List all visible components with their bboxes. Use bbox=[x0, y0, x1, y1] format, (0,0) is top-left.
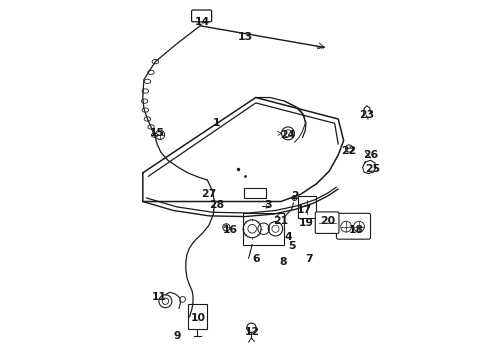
Text: 21: 21 bbox=[273, 216, 289, 226]
FancyBboxPatch shape bbox=[298, 197, 316, 218]
Text: 15: 15 bbox=[149, 129, 165, 138]
Text: 23: 23 bbox=[359, 111, 374, 121]
Text: 27: 27 bbox=[201, 189, 217, 199]
Text: 9: 9 bbox=[173, 331, 181, 341]
Text: 3: 3 bbox=[265, 200, 272, 210]
Text: 18: 18 bbox=[349, 225, 364, 235]
Text: 6: 6 bbox=[252, 254, 260, 264]
FancyBboxPatch shape bbox=[188, 304, 207, 329]
Text: 14: 14 bbox=[195, 17, 210, 27]
Text: 26: 26 bbox=[363, 150, 378, 160]
FancyBboxPatch shape bbox=[337, 213, 370, 239]
Text: 20: 20 bbox=[320, 216, 335, 226]
Text: 8: 8 bbox=[279, 257, 286, 267]
FancyBboxPatch shape bbox=[244, 188, 266, 198]
Text: 11: 11 bbox=[151, 292, 167, 302]
Text: 4: 4 bbox=[284, 232, 292, 242]
Text: 22: 22 bbox=[342, 146, 357, 156]
Text: 12: 12 bbox=[245, 327, 260, 337]
Text: 13: 13 bbox=[238, 32, 252, 41]
Text: 17: 17 bbox=[296, 206, 312, 216]
FancyBboxPatch shape bbox=[192, 10, 212, 22]
Text: 2: 2 bbox=[292, 191, 299, 201]
Text: 5: 5 bbox=[288, 241, 295, 251]
Text: 1: 1 bbox=[213, 118, 220, 128]
Text: 24: 24 bbox=[280, 130, 295, 140]
Text: 10: 10 bbox=[191, 313, 206, 323]
Text: 16: 16 bbox=[223, 225, 238, 235]
Text: 19: 19 bbox=[298, 218, 314, 228]
Text: 7: 7 bbox=[306, 254, 314, 264]
FancyBboxPatch shape bbox=[315, 212, 339, 233]
Bar bbox=[243, 213, 285, 244]
Text: 25: 25 bbox=[365, 164, 380, 174]
Text: 28: 28 bbox=[209, 200, 224, 210]
